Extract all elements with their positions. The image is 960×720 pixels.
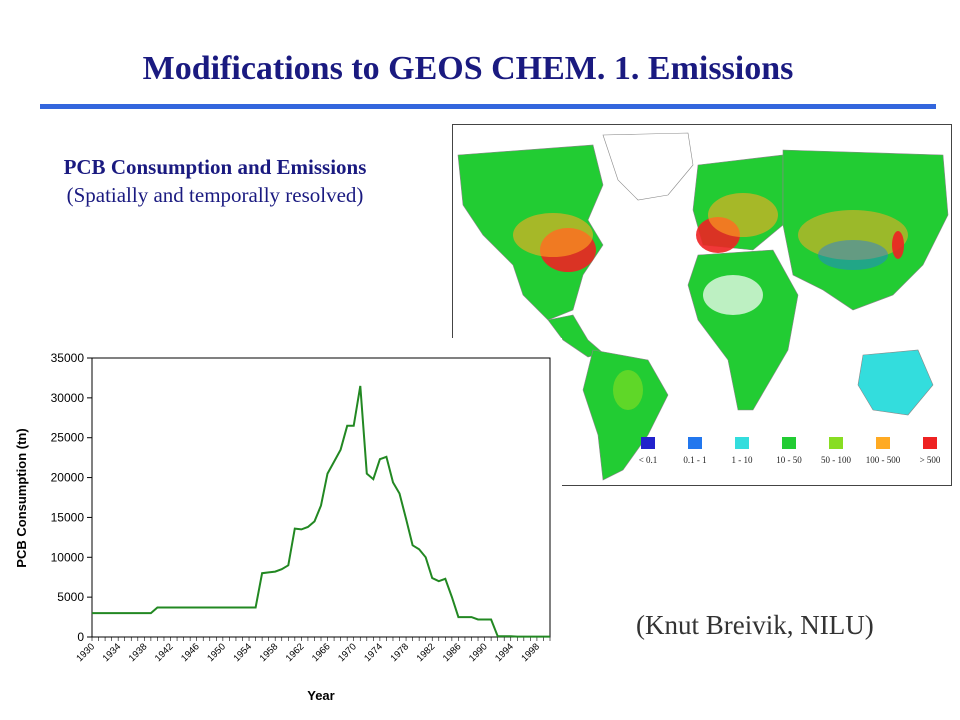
legend-swatch [641,437,655,449]
world-emissions-map: < 0.1 0.1 - 1 1 - 10 10 - 50 50 - 100 100 - 5… [452,124,952,486]
europe-orange [708,193,778,237]
map-canvas: < 0.1 0.1 - 1 1 - 10 10 - 50 50 - 100 100 - 5… [457,132,949,481]
y-tick-label: 30000 [51,391,85,405]
x-tick-label: 1986 [441,641,464,664]
x-tick-label: 1958 [258,641,281,664]
legend-label: 0.1 - 1 [683,455,706,465]
legend-label: 100 - 500 [866,455,901,465]
x-axis-title: Year [307,688,334,703]
x-tick-label: 1942 [153,641,176,664]
x-tick-label: 1994 [493,641,516,664]
x-tick-label: 1990 [467,641,490,664]
plot-area [91,357,551,638]
usa-orange [513,213,593,257]
legend-label: < 0.1 [639,455,658,465]
x-tick-label: 1938 [127,641,150,664]
greenland-region [602,132,694,201]
y-tick-label: 35000 [51,351,85,365]
africa-white [703,275,763,315]
consumption-chart: 0 5000 10000 15000 20000 25000 30000 35000 1930… [0,338,562,720]
x-tick-label: 1934 [101,641,124,664]
y-tick-label: 20000 [51,471,85,485]
legend-swatch [688,437,702,449]
x-axis: 1930 1934 1938 1942 1946 1950 1954 1958 1962 1966… [74,637,551,664]
legend-label: > 500 [920,455,941,465]
page-title: Modifications to GEOS CHEM. 1. Emissions [142,50,794,87]
asia-blue [818,240,888,270]
x-tick-label: 1946 [179,641,202,664]
y-axis-title: PCB Consumption (tn) [14,428,29,567]
x-tick-label: 1930 [74,641,97,664]
legend-label: 50 - 100 [821,455,851,465]
x-tick-label: 1966 [310,641,333,664]
x-tick-label: 1954 [231,641,254,664]
y-tick-label: 0 [77,630,84,644]
x-tick-label: 1978 [388,641,411,664]
y-tick-label: 10000 [51,550,85,564]
legend-swatch [782,437,796,449]
legend-label: 1 - 10 [732,455,753,465]
x-tick-label: 1998 [519,641,542,664]
legend-swatch [876,437,890,449]
legend-swatch [923,437,937,449]
y-tick-label: 5000 [57,590,84,604]
japan-hotspot [892,231,904,259]
legend-swatch [829,437,843,449]
africa-region [687,249,799,411]
series-line [92,385,550,638]
map-land-layer [457,132,949,481]
x-tick-label: 1970 [336,641,359,664]
title-divider [40,104,936,109]
y-axis: 0 5000 10000 15000 20000 25000 30000 35000 [51,351,92,644]
x-tick-label: 1974 [362,641,385,664]
australia-region [857,349,934,416]
legend-label: 10 - 50 [776,455,802,465]
asia-orange [798,210,908,260]
section-caption: (Spatially and temporally resolved) [66,183,364,207]
credit-text: (Knut Breivik, NILU) [636,610,874,640]
chart-svg: 0 5000 10000 15000 20000 25000 30000 35000 1930… [14,351,551,703]
south-america-region [582,349,669,481]
x-tick-label: 1962 [284,641,307,664]
x-tick-label: 1982 [415,641,438,664]
brazil-yellow [613,370,643,410]
legend-swatch [735,437,749,449]
map-legend: < 0.1 0.1 - 1 1 - 10 10 - 50 50 - 100 100 - 5… [639,437,941,465]
y-tick-label: 25000 [51,431,85,445]
section-heading: PCB Consumption and Emissions [63,155,367,179]
y-tick-label: 15000 [51,510,85,524]
x-tick-label: 1950 [205,641,228,664]
